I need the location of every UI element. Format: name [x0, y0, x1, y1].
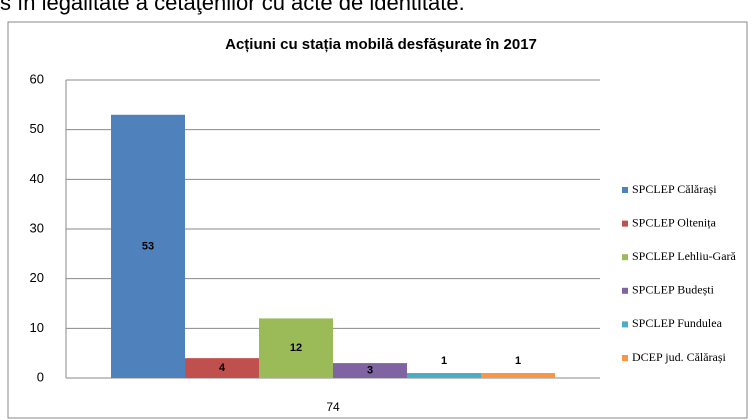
- legend-label: SPCLEP Lehliu-Gară: [632, 249, 737, 263]
- legend-label: SPCLEP Călărași: [632, 182, 717, 196]
- bar: [481, 373, 555, 378]
- data-label: 1: [441, 355, 447, 367]
- legend-swatch: [622, 355, 628, 361]
- bar: [333, 363, 407, 378]
- legend-swatch: [622, 321, 628, 328]
- legend-label: SPCLEP Budești: [632, 283, 715, 297]
- document-text: s în legalitate a cetăţenilor cu acte de…: [0, 0, 465, 15]
- y-tick-label: 0: [37, 369, 44, 384]
- bar: [111, 114, 185, 379]
- legend-swatch: [622, 187, 628, 193]
- y-tick-label: 50: [30, 121, 44, 136]
- legend-label: SPCLEP Fundulea: [632, 316, 723, 330]
- y-tick-label: 30: [30, 220, 44, 235]
- data-label: 53: [142, 240, 154, 252]
- bar: [185, 358, 259, 378]
- chart-title: Acțiuni cu stația mobilă desfășurate în …: [225, 36, 537, 53]
- data-label: 4: [219, 362, 226, 374]
- legend-swatch: [622, 287, 628, 294]
- x-tick-label: 74: [326, 400, 340, 414]
- y-tick-label: 10: [30, 320, 44, 335]
- legend-label: SPCLEP Oltenița: [632, 215, 717, 229]
- legend-swatch: [622, 220, 628, 227]
- data-label: 3: [367, 364, 373, 376]
- y-tick-label: 40: [30, 171, 44, 186]
- data-label: 1: [515, 355, 521, 367]
- bar: [407, 373, 481, 378]
- data-label: 12: [290, 342, 302, 354]
- bar: [259, 318, 333, 378]
- y-tick-label: 60: [30, 71, 44, 86]
- y-tick-label: 20: [30, 270, 44, 285]
- legend-label: DCEP jud. Călărași: [632, 350, 727, 364]
- legend-swatch: [622, 254, 628, 261]
